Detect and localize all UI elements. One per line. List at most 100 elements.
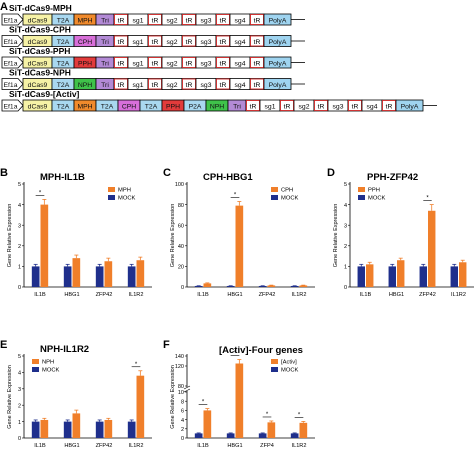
chart-panel: B MPH-IL1B Gene Relative Expression 0 1 2 3 4 5 I… (0, 167, 152, 298)
chart-panel: C CPH-HBG1 Gene Relative Expression 0 20 40 60… (163, 167, 315, 298)
x-tick-label: IL1B (197, 443, 209, 449)
construct-part-label: T2A (57, 82, 70, 89)
promoter-arrow (1, 13, 24, 26)
legend-swatch (271, 187, 278, 192)
bar (194, 433, 203, 438)
trna-outline (114, 78, 128, 90)
trna-outline (182, 14, 196, 25)
bar (428, 210, 436, 287)
construct-part-label: T2A (57, 103, 70, 110)
x-tick-label: HBG1 (227, 443, 242, 449)
chart-title: [Activ]-Four genes (219, 345, 303, 356)
x-tick-label: HBG1 (389, 292, 404, 298)
bar (459, 262, 467, 287)
construct-title: SiT-dCas9-CPH (9, 25, 71, 35)
x-tick-label: IL1B (197, 292, 209, 298)
y-tick-label: 2 (18, 244, 21, 250)
panel-a-constructs: A SiT-dCas9-MPH Ef1a dCas9 T2A MPH Tri tR sg1 tR s… (0, 1, 437, 112)
x-tick-label: ZFP42 (419, 292, 436, 298)
construct-part-label: sg3 (201, 60, 212, 67)
panel-letter: C (163, 167, 171, 179)
bar (235, 205, 244, 287)
construct-part-label: tR (220, 17, 227, 24)
construct-part-label: tR (254, 39, 261, 46)
trna-outline (182, 57, 196, 68)
construct-part-label: Tri (101, 17, 109, 24)
construct-part-label: dCas9 (28, 39, 48, 46)
bar (290, 285, 299, 287)
bar (31, 421, 40, 438)
construct-part-label: dCas9 (28, 60, 48, 67)
significance-star: * (298, 412, 301, 418)
y-tick-label: 2 (181, 427, 184, 433)
legend-swatch (32, 359, 39, 364)
trna-outline (182, 35, 196, 47)
legend-label: MOCK (42, 368, 60, 374)
construct-part-label: tR (254, 17, 261, 24)
construct-part-label: sg4 (235, 82, 246, 89)
construct-part-label: sg3 (333, 103, 344, 110)
construct-part-label: sg3 (201, 17, 212, 24)
x-tick-label: IL1B (34, 292, 46, 298)
trna-outline (114, 57, 128, 68)
construct-title: SiT-dCas9-[Activ] (9, 89, 80, 99)
construct-part-label: tR (386, 103, 393, 110)
significance-star: * (135, 362, 138, 368)
legend-label: MOCK (118, 196, 136, 202)
bar-charts: B MPH-IL1B Gene Relative Expression 0 1 2 3 4 5 I… (0, 167, 474, 449)
x-tick-label: IL1R2 (451, 292, 466, 298)
promoter-arrow (1, 99, 24, 112)
construct-part-label: T2A (101, 103, 114, 110)
trna-outline (216, 14, 230, 25)
y-axis-label: Gene Relative Expression (170, 204, 176, 268)
y-tick-label: 4 (344, 203, 347, 209)
construct-part-label: tR (186, 39, 193, 46)
construct-part-label: sg2 (167, 17, 178, 24)
construct-part-label: tR (220, 39, 227, 46)
bar (72, 258, 81, 287)
significance-star: * (234, 351, 237, 357)
promoter-arrow (1, 35, 24, 47)
y-tick-label: 2 (344, 244, 347, 250)
bar (40, 419, 49, 438)
legend-label: NPH (42, 360, 54, 366)
y-tick-label: 3 (18, 223, 21, 229)
bar (357, 266, 365, 287)
construct-part-label: T2A (57, 39, 70, 46)
y-tick-label: 0 (18, 436, 21, 442)
legend-label: PPH (368, 188, 380, 194)
construct-part-label: PolyA (269, 60, 287, 67)
construct-part-label: NPH (210, 103, 224, 110)
y-tick-label: 60 (178, 223, 184, 229)
bar (267, 422, 276, 438)
trna-outline (148, 35, 162, 47)
trna-outline (148, 57, 162, 68)
construct-part-label: NPH (78, 82, 92, 89)
chart-title: CPH-HBG1 (203, 172, 253, 183)
legend-swatch (32, 367, 39, 372)
legend-label: MOCK (281, 368, 299, 374)
bar (63, 266, 72, 287)
bar (203, 410, 212, 438)
legend-label: MOCK (368, 196, 386, 202)
construct-part-label: PolyA (401, 103, 419, 110)
y-tick-label: 5 (18, 354, 21, 360)
y-axis-label: Gene Relative Expression (333, 204, 339, 268)
construct-part-label: PPH (78, 60, 92, 67)
legend-swatch (271, 195, 278, 200)
chart-title: PPH-ZFP42 (367, 172, 418, 183)
y-tick-label: 40 (178, 244, 184, 250)
x-tick-label: HBG1 (64, 443, 79, 449)
construct: SiT-dCas9-PPH Ef1a dCas9 T2A PPH Tri tR sg1 tR sg… (1, 46, 305, 69)
trna-outline (250, 35, 264, 47)
legend-swatch (358, 195, 365, 200)
bar (419, 266, 427, 287)
x-tick-label: IL1R2 (129, 443, 144, 449)
trna-outline (216, 35, 230, 47)
construct: SiT-dCas9-[Activ] Ef1a dCas9 T2A MPH T2A CPH T2… (1, 89, 437, 112)
construct-title: SiT-dCas9-MPH (9, 3, 72, 13)
legend-label: MPH (118, 188, 131, 194)
legend-label: CPH (281, 188, 293, 194)
construct-part-label: tR (118, 60, 125, 67)
